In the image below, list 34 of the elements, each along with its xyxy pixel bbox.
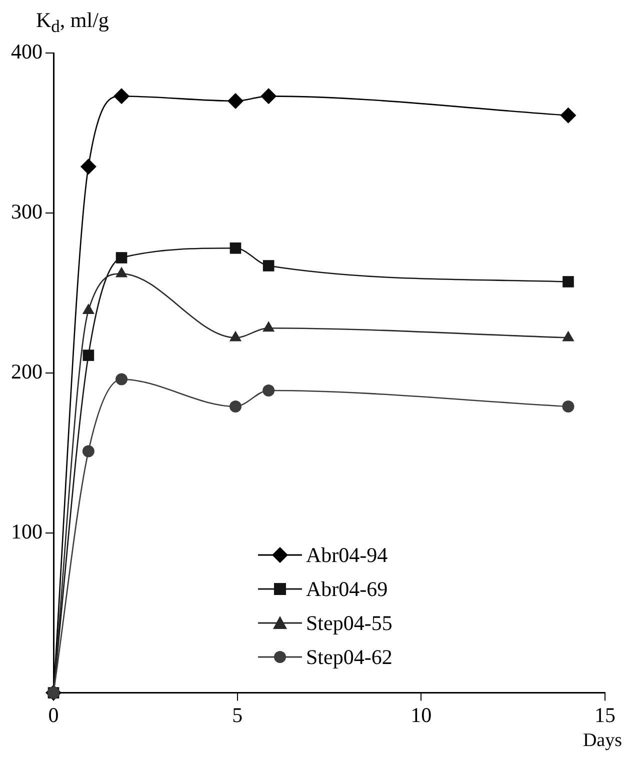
point: [262, 321, 275, 332]
x-tick-label: 5: [232, 702, 243, 727]
point: [116, 373, 128, 386]
point: [562, 400, 574, 412]
y-tick-label: 400: [11, 40, 42, 64]
point: [230, 242, 242, 254]
legend-label: Abr04-94: [306, 542, 388, 568]
point: [82, 350, 94, 361]
point: [562, 330, 574, 342]
point: [260, 88, 277, 104]
point: [262, 384, 275, 396]
legend-label: Step04-62: [306, 644, 392, 670]
y-axis-title: K$_{d}$, ml/g: [36, 8, 109, 38]
x-tick-label: 15: [594, 702, 616, 727]
y-tick-label: 200: [11, 359, 42, 384]
y-tick-label: 100: [11, 519, 42, 544]
x-axis-title: Days: [582, 730, 622, 752]
point: [560, 107, 576, 124]
point: [227, 92, 244, 109]
legend-label: Abr04-69: [306, 576, 388, 602]
point: [115, 266, 128, 278]
point: [562, 276, 574, 288]
point: [229, 330, 242, 342]
legend-label: Step04-55: [306, 610, 392, 636]
point: [116, 252, 128, 264]
x-tick-label: 10: [410, 702, 432, 727]
point: [82, 445, 94, 458]
y-tick-label: 300: [11, 199, 42, 224]
point: [114, 88, 130, 104]
point: [229, 400, 242, 412]
x-tick-label: 0: [48, 702, 59, 727]
point: [80, 158, 96, 175]
point: [262, 260, 274, 272]
point: [82, 304, 94, 314]
